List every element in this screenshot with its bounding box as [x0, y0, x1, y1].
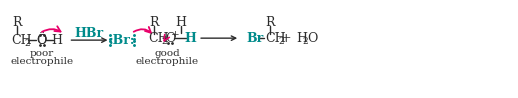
Text: good: good [154, 49, 180, 58]
Text: :Br:: :Br: [109, 34, 136, 47]
Text: H: H [296, 32, 307, 45]
Text: Ö: Ö [36, 34, 47, 47]
Text: H: H [176, 16, 186, 29]
Text: electrophile: electrophile [136, 57, 199, 66]
Text: electrophile: electrophile [10, 57, 73, 66]
Text: 2: 2 [25, 39, 30, 48]
Text: CH: CH [265, 32, 285, 45]
Text: CH: CH [148, 32, 169, 45]
Text: H: H [51, 34, 62, 47]
Text: R: R [150, 16, 159, 29]
Text: O: O [36, 34, 47, 47]
Text: R: R [265, 16, 275, 29]
Text: O: O [165, 32, 176, 45]
Text: 2: 2 [161, 37, 167, 46]
Text: poor: poor [30, 49, 54, 58]
Text: Br: Br [246, 32, 263, 45]
Text: HBr: HBr [75, 27, 104, 40]
Text: R: R [12, 16, 21, 29]
Text: 2: 2 [303, 37, 309, 46]
Text: H: H [184, 32, 196, 45]
Text: 2: 2 [278, 37, 283, 46]
Text: CH: CH [12, 34, 32, 47]
Text: +: + [281, 32, 291, 45]
Text: O: O [307, 32, 317, 45]
Text: +: + [171, 30, 180, 39]
